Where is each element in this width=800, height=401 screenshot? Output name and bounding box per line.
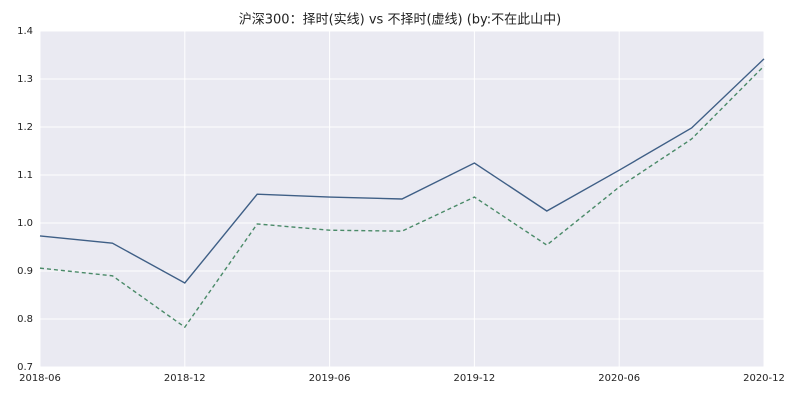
y-tick-label: 0.7 (17, 362, 33, 373)
chart-title: 沪深300：择时(实线) vs 不择时(虚线) (by:不在此山中) (239, 12, 562, 28)
x-tick-label: 2020-06 (598, 373, 640, 384)
y-tick-label: 1.3 (17, 74, 33, 85)
series-line (39, 58, 765, 284)
y-tick-label: 1.4 (17, 26, 33, 37)
x-tick-label: 2019-12 (454, 373, 496, 384)
y-tick-label: 1.0 (17, 218, 33, 229)
y-tick-label: 0.9 (17, 266, 33, 277)
x-tick-label: 2019-06 (309, 373, 351, 384)
x-tick-label: 2020-12 (743, 373, 785, 384)
x-tick-label: 2018-12 (164, 373, 206, 384)
series-line (39, 65, 765, 329)
x-tick-label: 2018-06 (19, 373, 61, 384)
y-tick-label: 1.1 (17, 170, 33, 181)
y-tick-label: 0.8 (17, 314, 33, 325)
y-tick-label: 1.2 (17, 122, 33, 133)
